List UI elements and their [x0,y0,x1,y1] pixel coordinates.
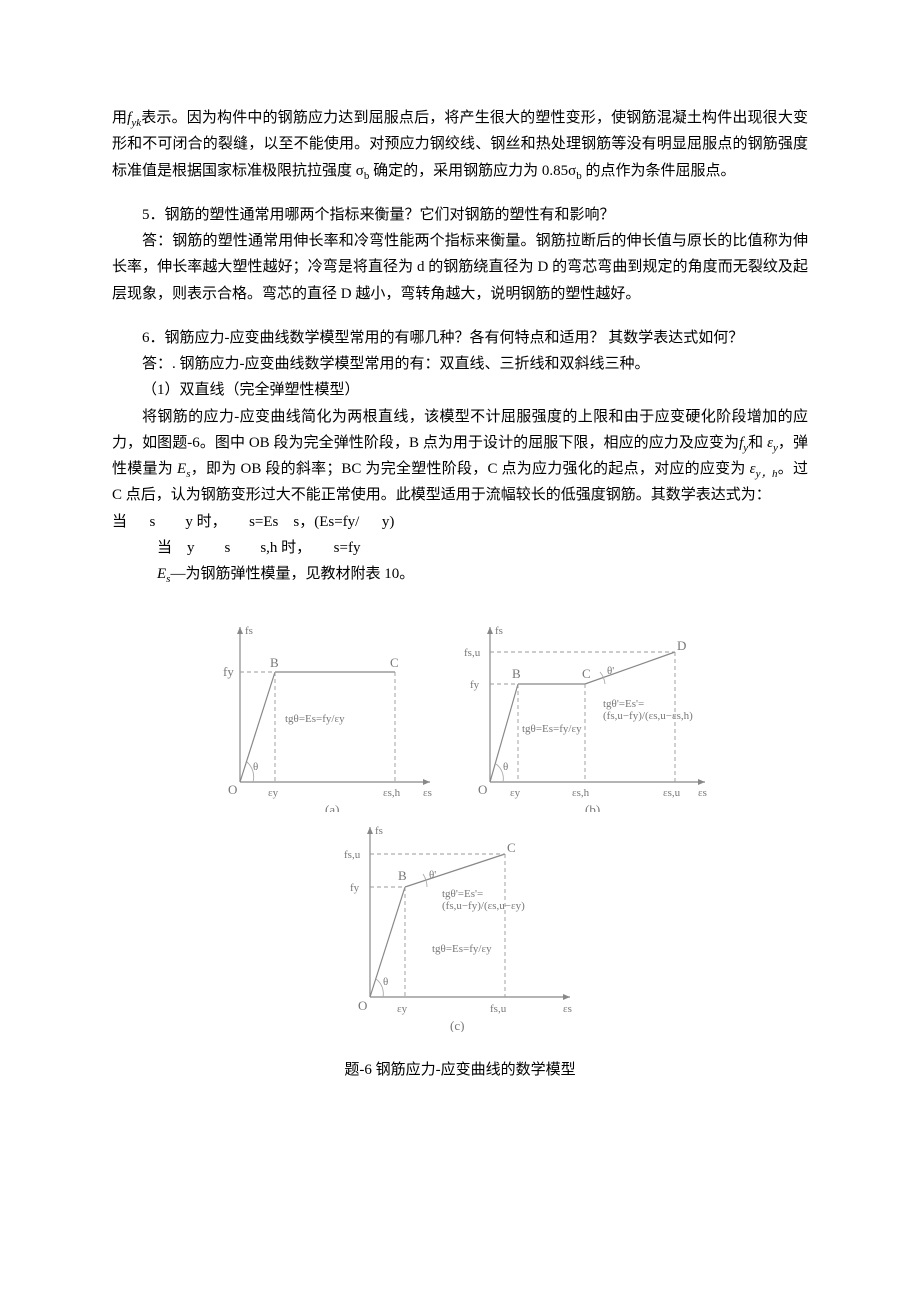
q5-question: 5．钢筋的塑性通常用哪两个指标来衡量？它们对钢筋的塑性有和影响？ [112,202,808,228]
sym-fyk-sub: yk [131,117,141,129]
lbl-theta-a: θ [253,761,258,773]
q6-p1a: 将钢筋的应力-应变曲线简化为两根直线，该模型不计屈服强度的上限和由于应变硬化阶段… [112,409,808,451]
lbl-formula1-c: tgθ'=Es'= (fs,u−fy)/(εs,u−εy) [442,888,525,912]
lbl-fs-c: fs [375,825,383,837]
intro-text: 用 [112,110,127,126]
q5-answer: 答：钢筋的塑性通常用伸长率和冷弯性能两个指标来衡量。钢筋拉断后的伸长值与原长的比… [112,228,808,307]
q6-detail: 将钢筋的应力-应变曲线简化为两根直线，该模型不计屈服强度的上限和由于应变硬化阶段… [112,404,808,509]
lbl-formula2-c: tgθ=Es=fy/εy [432,943,492,955]
intro-text-3: 确定的，采用钢筋应力为 0.85σ [369,163,576,179]
lbl-es-c: εs [563,1003,572,1015]
lbl-theta-c: θ [383,976,388,988]
lbl-C-a: C [390,655,399,670]
lbl-formula1-b: tgθ=Es=fy/εy [522,723,582,735]
lbl-B-b: B [512,666,521,681]
lbl-fy-a: fy [223,664,234,679]
lbl-B-c: B [398,868,407,883]
lbl-esu-b: εs,u [663,787,681,799]
sym-Es: E [177,461,186,477]
q6-answer-2: （1）双直线（完全弹塑性模型） [112,377,808,403]
lbl-es-b: εs [698,787,707,799]
q5-block: 5．钢筋的塑性通常用哪两个指标来衡量？它们对钢筋的塑性有和影响？ 答：钢筋的塑性… [112,202,808,307]
lbl-panel-c: (c) [450,1018,464,1032]
lbl-theta2-c: θ' [429,869,436,881]
lbl-ey-b: εy [510,787,521,799]
lbl-fs-a: fs [245,625,253,637]
q6-eq2: 当 y s s,h 时， s=fy [112,535,808,561]
lbl-esh-b: εs,h [572,787,590,799]
lbl-panel-b: (b) [585,802,600,812]
lbl-O-c: O [358,998,367,1013]
panel-a: O B C fy εy εs,h εs fs θ tgθ=Es=fy/εy [223,625,432,812]
lbl-theta2-b: θ' [607,665,614,677]
lbl-O-b: O [478,782,487,797]
lbl-ey-c: εy [397,1003,408,1015]
q6-eq1: 当 s y 时， s=Es s，(Es=fy/ y) [112,509,808,535]
lbl-O-a: O [228,782,237,797]
figure-caption: 题-6 钢筋应力-应变曲线的数学模型 [112,1057,808,1083]
lbl-fy-c: fy [350,882,360,894]
lbl-C-b: C [582,666,591,681]
sym-eps2-sub: y，h [756,468,778,480]
lbl-esu-c: fs,u [490,1003,507,1015]
intro-text-4: 的点作为条件屈服点。 [582,163,736,179]
lbl-ey-a: εy [268,787,279,799]
lbl-fsu-c: fs,u [344,849,361,861]
lbl-es-a: εs [423,787,432,799]
figure-row2: O B C fy fs,u fs εy fs,u εs θ θ' [320,812,600,1032]
panel-b: O B C D fy fs,u fs εy εs,h εs,u εs [464,625,707,812]
sym-Es2: E [157,566,166,582]
lbl-fy-b: fy [470,679,480,691]
q6-question: 6．钢筋应力-应变曲线数学模型常用的有哪几种？各有何特点和适用？ 其数学表达式如… [112,325,808,351]
lbl-formula2-b: tgθ'=Es'= (fs,u−fy)/(εs,u−εs,h) [603,698,693,722]
lbl-D-b: D [677,638,686,653]
lbl-panel-a: (a) [325,802,339,812]
q6-p1b: 和 [748,435,767,451]
lbl-fsu-b: fs,u [464,647,481,659]
q6-answer-1: 答：. 钢筋应力-应变曲线数学模型常用的有：双直线、三折线和双斜线三种。 [112,351,808,377]
intro-paragraph: 用fyk表示。因为构件中的钢筋应力达到屈服点后，将产生很大的塑性变形，使钢筋混凝… [112,105,808,184]
panel-c: O B C fy fs,u fs εy fs,u εs θ θ' [344,825,572,1032]
lbl-fs-b: fs [495,625,503,637]
lbl-formula-a: tgθ=Es=fy/εy [285,713,345,725]
q6-block: 6．钢筋应力-应变曲线数学模型常用的有哪几种？各有何特点和适用？ 其数学表达式如… [112,325,808,588]
q6-eq3: Es—为钢筋弹性模量，见教材附表 10。 [112,561,808,587]
lbl-theta-b: θ [503,761,508,773]
figure-row1: O B C fy εy εs,h εs fs θ tgθ=Es=fy/εy [200,612,720,812]
q6-p1d: ，即为 OB 段的斜率；BC 为完全塑性阶段，C 点为应力强化的起点，对应的应变… [191,461,750,477]
q6-eq3b: —为钢筋弹性模量，见教材附表 10。 [170,566,414,582]
lbl-B-a: B [270,655,279,670]
lbl-C-c: C [507,840,516,855]
figure-6: O B C fy εy εs,h εs fs θ tgθ=Es=fy/εy [112,612,808,1083]
lbl-esh-a: εs,h [383,787,401,799]
